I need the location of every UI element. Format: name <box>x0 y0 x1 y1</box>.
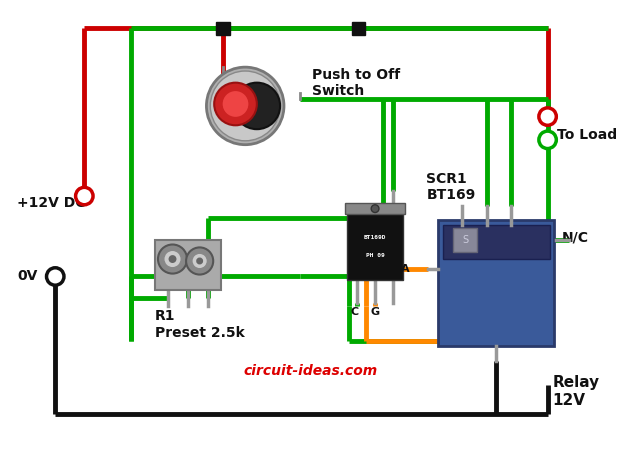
Bar <box>155 240 221 290</box>
Text: Push to Off
Switch: Push to Off Switch <box>312 68 400 98</box>
Bar <box>347 211 403 280</box>
Text: N/C: N/C <box>562 231 589 245</box>
Bar <box>438 220 555 346</box>
Bar <box>453 228 477 252</box>
Circle shape <box>233 82 280 129</box>
Bar <box>352 22 366 35</box>
Circle shape <box>186 247 213 274</box>
Circle shape <box>207 67 284 145</box>
Text: circuit-ideas.com: circuit-ideas.com <box>243 364 377 377</box>
Bar <box>345 203 405 214</box>
Text: S: S <box>462 234 468 245</box>
Text: G: G <box>371 306 379 316</box>
Text: C: C <box>351 306 359 316</box>
Circle shape <box>539 108 557 125</box>
Bar <box>443 225 550 259</box>
Text: 0V: 0V <box>18 269 38 284</box>
Circle shape <box>170 256 175 262</box>
Circle shape <box>164 251 182 268</box>
Text: A: A <box>401 264 410 274</box>
Circle shape <box>539 131 557 148</box>
Circle shape <box>214 82 257 125</box>
Text: To Load: To Load <box>557 128 617 142</box>
Circle shape <box>192 253 207 269</box>
Circle shape <box>76 187 93 205</box>
Circle shape <box>210 71 280 141</box>
Circle shape <box>197 259 202 263</box>
Text: PH 09: PH 09 <box>366 253 384 258</box>
Circle shape <box>222 90 249 118</box>
Circle shape <box>46 268 64 285</box>
Text: SCR1
BT169: SCR1 BT169 <box>426 172 476 202</box>
Text: +12V DC: +12V DC <box>18 196 86 210</box>
Text: BT169D: BT169D <box>364 235 386 240</box>
Text: R1
Preset 2.5k: R1 Preset 2.5k <box>155 310 245 340</box>
Text: Relay
12V: Relay 12V <box>552 376 600 408</box>
Circle shape <box>371 205 379 213</box>
Bar <box>216 22 230 35</box>
Circle shape <box>158 245 187 273</box>
